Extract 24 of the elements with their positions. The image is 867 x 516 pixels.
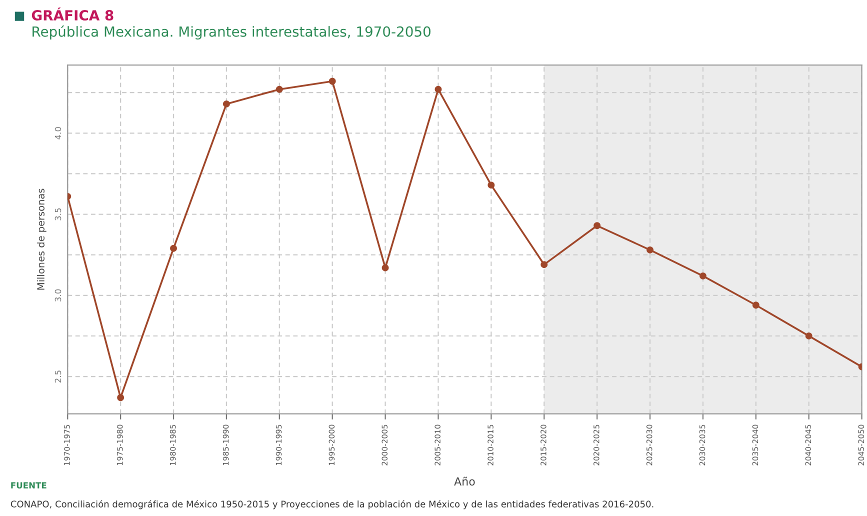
point [488, 182, 495, 189]
text: CONAPO, Conciliación demográfica de México 1950-2015 y Proyecciones de la población de México y de las entidades federativas 2016-2050. [10, 500, 654, 510]
y-tick-label: 3.0 [54, 289, 62, 302]
point [646, 246, 654, 254]
point [170, 244, 177, 252]
point [594, 222, 601, 230]
point [752, 302, 760, 309]
point [117, 394, 124, 402]
y-axis-title: Millones de personas [36, 188, 46, 290]
point [222, 100, 230, 108]
point [805, 332, 812, 340]
chart-subtitle: República Mexicana. Migrantes interestatales, 1970-2050 [32, 26, 430, 40]
point [328, 78, 336, 85]
chart-title: GRÁFICA 8 [32, 7, 114, 21]
point [434, 86, 442, 93]
point [276, 86, 283, 93]
y-tick-label: 4.0 [54, 127, 62, 140]
point [382, 264, 389, 272]
text: FUENTE [11, 482, 46, 488]
y-tick-label: 2.5 [54, 370, 62, 383]
y-tick-label: 3.5 [54, 208, 62, 220]
point [540, 261, 548, 268]
point [699, 272, 706, 280]
x-axis-title: Año [454, 476, 475, 486]
